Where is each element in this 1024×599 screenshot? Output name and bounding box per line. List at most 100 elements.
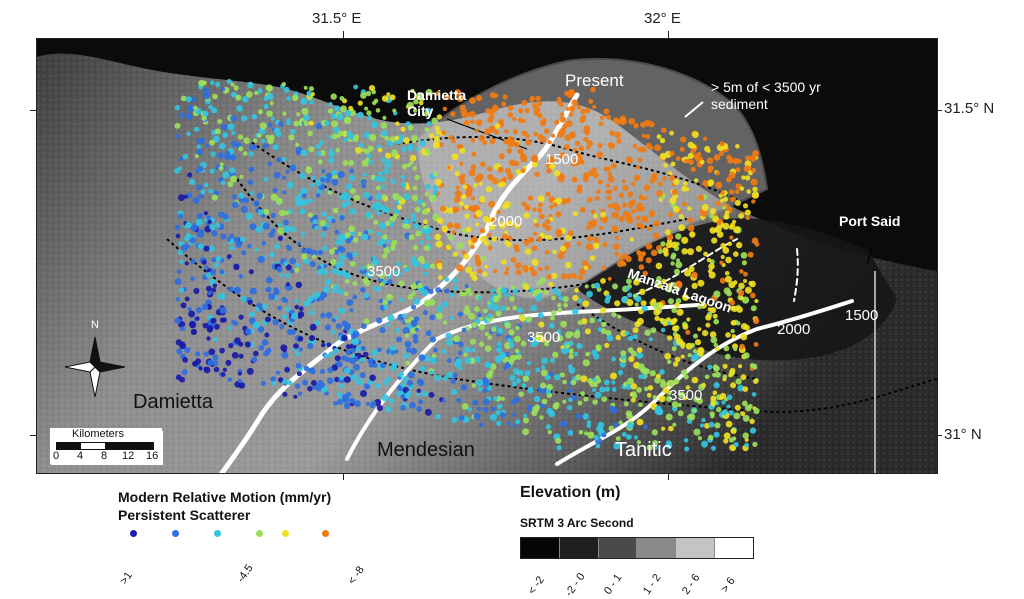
scatterer-point xyxy=(576,104,582,110)
scatterer-point xyxy=(709,227,716,234)
scatterer-point xyxy=(622,184,629,192)
scatterer-point xyxy=(592,104,597,110)
scatterer-point xyxy=(265,276,273,284)
scatterer-point xyxy=(635,215,641,221)
scatterer-point xyxy=(425,330,432,337)
scatterer-point xyxy=(242,95,249,103)
scatterer-point xyxy=(412,261,420,268)
scatterer-point xyxy=(450,377,457,384)
scatterer-point xyxy=(436,217,444,224)
scatterer-point xyxy=(266,110,273,117)
scatterer-point xyxy=(489,363,497,370)
scatterer-point xyxy=(317,249,324,256)
scatterer-point xyxy=(750,305,757,312)
scatterer-point xyxy=(630,383,638,390)
scatterer-point xyxy=(683,374,689,380)
scatterer-point xyxy=(527,386,534,394)
scatterer-point xyxy=(190,258,196,265)
scatterer-point xyxy=(626,299,634,306)
scatterer-point xyxy=(221,124,228,131)
scatterer-point xyxy=(416,392,421,397)
scatterer-point xyxy=(586,225,591,231)
scatterer-point xyxy=(321,342,326,348)
scatterer-point xyxy=(308,86,314,92)
map-panel[interactable]: Damietta City Present > 5m of < 3500 yr … xyxy=(36,38,938,474)
scatterer-point xyxy=(558,101,564,107)
scatterer-point xyxy=(323,353,329,359)
scatterer-point xyxy=(378,298,383,304)
scatterer-point xyxy=(662,321,668,327)
scatterer-point xyxy=(512,423,517,428)
scatterer-point xyxy=(355,147,362,154)
scatterer-point xyxy=(693,428,701,436)
scatterer-point xyxy=(384,161,392,169)
scatterer-point xyxy=(411,194,419,202)
scatterer-point xyxy=(638,264,645,270)
scatterer-point xyxy=(322,269,329,276)
scatterer-point xyxy=(590,86,596,93)
scatterer-point xyxy=(593,213,598,219)
scatterer-point xyxy=(459,201,464,207)
scatterer-point xyxy=(724,210,730,216)
scatterer-point xyxy=(419,365,426,372)
scatterer-point xyxy=(405,360,410,366)
scatterer-point xyxy=(410,88,415,93)
scatterer-point xyxy=(743,279,747,283)
scatterer-point xyxy=(640,300,647,307)
scatterer-point xyxy=(211,107,218,114)
scatterer-point xyxy=(642,270,648,277)
scatterer-point xyxy=(709,331,717,338)
scatterer-point xyxy=(379,326,386,334)
scatterer-point xyxy=(593,282,601,289)
scatterer-point xyxy=(246,91,253,98)
scatterer-point xyxy=(258,127,266,135)
scatterer-point xyxy=(744,286,752,294)
scatterer-point xyxy=(352,281,358,286)
scatterer-point xyxy=(604,386,610,392)
scatterer-point xyxy=(603,216,609,222)
scatterer-point xyxy=(371,349,379,356)
scatterer-point xyxy=(267,137,274,145)
scatterer-point xyxy=(653,220,660,227)
scatterer-point xyxy=(180,302,187,309)
scatterer-point xyxy=(520,340,527,347)
scatterer-point xyxy=(331,218,336,224)
scatterer-point xyxy=(636,347,643,353)
scatterer-point xyxy=(556,329,562,334)
scatterer-point xyxy=(560,320,567,328)
scatterer-point xyxy=(410,283,416,290)
scatterer-point xyxy=(553,170,561,177)
scatterer-point xyxy=(556,231,563,238)
scatterer-point xyxy=(641,374,647,380)
scatterer-point xyxy=(521,383,527,388)
scatterer-point xyxy=(496,420,502,426)
scatterer-point xyxy=(255,226,263,234)
scatterer-point xyxy=(456,242,464,250)
scatterer-point xyxy=(372,258,380,266)
scatterer-point xyxy=(311,380,317,386)
scatterer-point xyxy=(664,352,671,360)
scatterer-point xyxy=(220,233,227,240)
scatterer-point xyxy=(478,181,483,186)
scatterer-point xyxy=(339,254,346,261)
scatterer-point xyxy=(190,224,198,232)
scatterer-point xyxy=(179,259,184,264)
scatterer-point xyxy=(334,376,340,383)
scatterer-point xyxy=(722,222,730,230)
scatterer-point xyxy=(503,365,508,371)
scatterer-point xyxy=(740,411,746,417)
scatterer-point xyxy=(389,345,396,352)
scatterer-point xyxy=(610,372,617,380)
scatterer-point xyxy=(732,219,737,224)
scatterer-point xyxy=(202,80,207,86)
scatterer-point xyxy=(484,345,492,352)
scatterer-point xyxy=(375,185,381,191)
scatterer-point xyxy=(403,352,410,359)
scatterer-point xyxy=(424,127,430,132)
scatterer-point xyxy=(381,184,386,190)
scatterer-point xyxy=(665,241,673,249)
scatterer-point xyxy=(328,157,335,164)
scatterer-point xyxy=(541,117,547,124)
elevation-color-bar xyxy=(520,537,754,559)
scatterer-point xyxy=(207,324,214,332)
